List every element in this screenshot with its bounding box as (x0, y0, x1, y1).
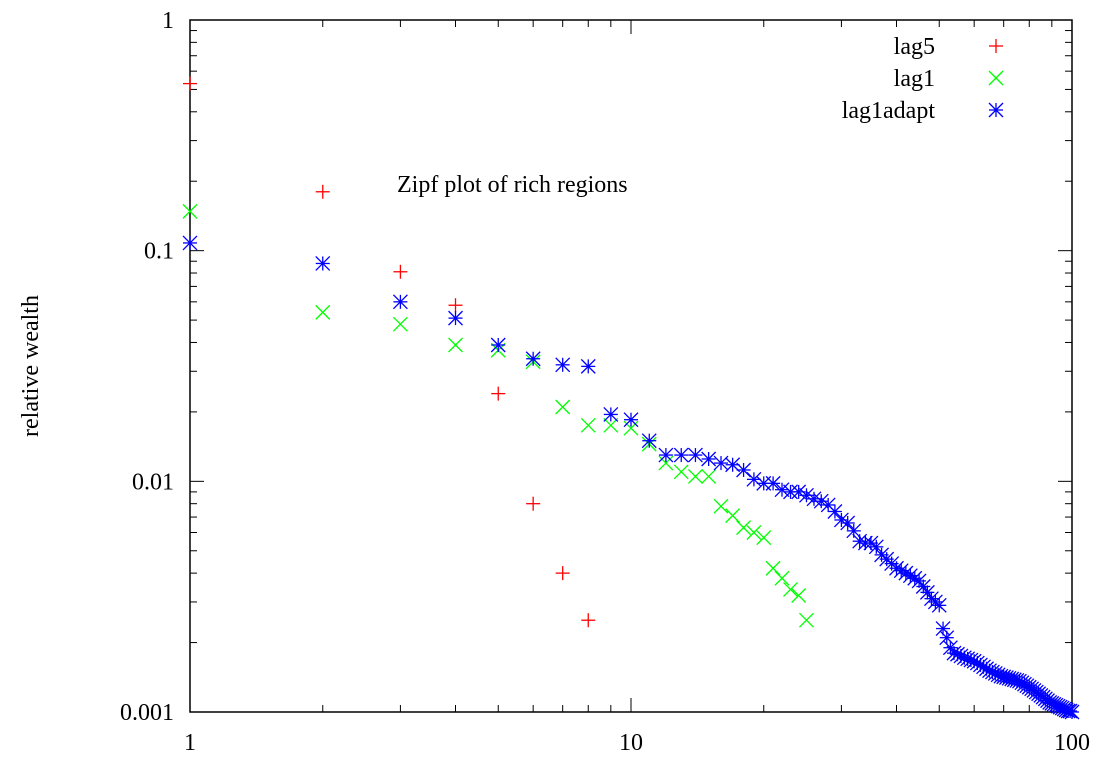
point-lag1adapt (765, 475, 781, 491)
y-axis-label: relative wealth (18, 295, 44, 437)
point-lag1 (701, 468, 717, 484)
point-lag5 (555, 566, 570, 581)
point-lag1adapt (791, 484, 807, 500)
x-tick-label: 1 (184, 730, 196, 756)
point-lag5 (183, 76, 197, 91)
point-lag5 (491, 386, 506, 401)
point-lag1adapt (673, 447, 689, 463)
point-lag1adapt (701, 451, 717, 467)
legend-label-lag1: lag1 (894, 66, 935, 92)
y-tick-label: 1 (162, 8, 174, 34)
point-lag1adapt (713, 455, 729, 471)
data-points (182, 76, 1080, 720)
point-lag1adapt (827, 504, 843, 519)
point-lag1adapt (448, 310, 463, 326)
point-lag1 (725, 508, 741, 524)
point-lag1 (580, 417, 596, 433)
chart-annotation: Zipf plot of rich regions (397, 172, 628, 198)
point-lag1 (448, 337, 463, 353)
point-lag1adapt (641, 433, 657, 449)
point-lag1 (791, 588, 807, 603)
point-lag1 (687, 468, 703, 484)
point-lag1adapt (182, 235, 198, 251)
axis-tick-labels: 1 10 100 0.001 0.01 0.1 1 (120, 8, 1090, 756)
series-lag1 (182, 203, 814, 628)
x-tick-label: 10 (619, 730, 643, 756)
point-lag1adapt (580, 358, 596, 374)
point-lag1 (713, 498, 729, 514)
point-lag1adapt (1064, 704, 1080, 720)
legend-marker-lag5 (989, 39, 1003, 53)
y-tick-label: 0.001 (120, 700, 174, 726)
point-lag1adapt (658, 447, 674, 463)
point-lag1 (603, 417, 619, 433)
point-lag5 (526, 496, 541, 511)
point-lag1adapt (525, 351, 541, 367)
point-lag1 (765, 560, 781, 576)
point-lag5 (581, 613, 596, 628)
x-tick-label: 100 (1054, 730, 1090, 756)
point-lag1adapt (1062, 703, 1078, 719)
point-lag1adapt (687, 447, 703, 463)
point-lag1 (746, 525, 762, 540)
point-lag5 (448, 298, 463, 313)
point-lag1adapt (623, 412, 639, 428)
point-lag1 (315, 304, 331, 320)
point-lag1 (392, 316, 408, 332)
point-lag1 (783, 581, 798, 597)
point-lag1adapt (736, 462, 752, 478)
point-lag1adapt (939, 630, 955, 646)
point-lag1 (756, 530, 772, 546)
legend-label-lag1adapt: lag1adapt (842, 98, 936, 124)
y-tick-label: 0.1 (144, 239, 174, 265)
point-lag1adapt (725, 457, 741, 473)
point-lag1 (555, 399, 571, 415)
point-lag1adapt (931, 597, 947, 613)
legend: lag5 lag1 lag1adapt (842, 34, 1004, 124)
point-lag1adapt (846, 523, 862, 539)
series-lag1adapt (182, 235, 1080, 720)
legend-label-lag5: lag5 (894, 34, 935, 60)
legend-marker-lag1 (988, 70, 1004, 86)
point-lag1adapt (392, 294, 408, 310)
point-lag1adapt (490, 337, 506, 353)
point-lag1adapt (813, 493, 829, 509)
point-lag1 (799, 612, 814, 628)
point-lag1 (182, 203, 198, 219)
point-lag1 (658, 455, 674, 471)
point-lag1adapt (746, 471, 762, 487)
point-lag5 (315, 184, 330, 199)
legend-marker-lag1adapt (988, 102, 1004, 118)
point-lag1adapt (603, 406, 619, 422)
point-lag1adapt (555, 357, 571, 373)
point-lag1adapt (774, 482, 790, 498)
point-lag1 (774, 570, 790, 586)
point-lag1adapt (840, 515, 856, 531)
point-lag1 (736, 520, 752, 536)
point-lag5 (393, 264, 408, 279)
point-lag1 (673, 464, 689, 480)
y-tick-label: 0.01 (132, 469, 174, 495)
series-lag5 (183, 76, 596, 628)
point-lag1adapt (315, 256, 331, 271)
